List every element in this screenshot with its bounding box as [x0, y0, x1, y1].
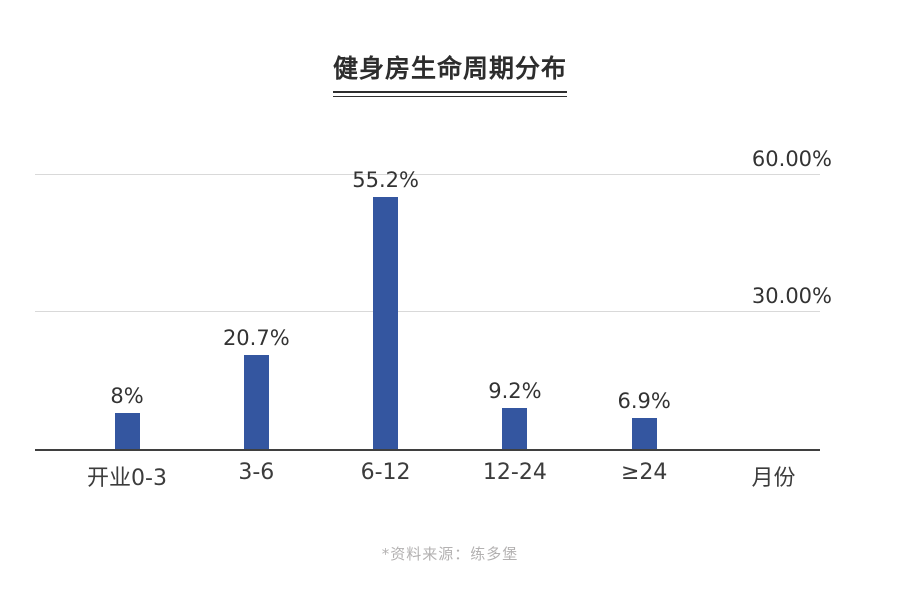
bar-1: [243, 354, 269, 450]
value-label-1: 20.7%: [222, 325, 290, 350]
category-label-0: 开业0-3: [87, 466, 167, 491]
value-label-0: 8%: [110, 384, 144, 409]
category-label-1: 3-6: [238, 460, 275, 485]
category-label-3: 12-24: [482, 460, 547, 485]
chart-title: 健身房生命周期分布: [332, 54, 567, 83]
title-inner: 健身房生命周期分布: [323, 53, 577, 97]
bar-column-1: 20.7%: [191, 326, 321, 450]
bar-3: [502, 407, 528, 450]
ytick-label-60: 60.00%: [751, 146, 832, 171]
bar-column-4: 6.9%: [579, 389, 709, 450]
title-underline-thick: [332, 90, 567, 93]
value-label-2: 55.2%: [352, 167, 419, 192]
value-label-3: 9.2%: [488, 378, 542, 403]
gridline-60: [35, 173, 820, 175]
source-note: *资料来源：练多堡: [381, 545, 519, 563]
ytick-label-30: 30.00%: [751, 284, 832, 309]
category-label-4: ≥24: [620, 460, 668, 485]
bar-column-2: 55.2%: [321, 168, 451, 450]
bar-0: [114, 413, 140, 450]
bar-column-3: 9.2%: [450, 379, 580, 450]
x-axis-unit-label: 月份: [751, 466, 796, 491]
title-underline-thin: [332, 95, 567, 97]
gridline-30: [35, 311, 820, 313]
bar-2: [373, 196, 399, 450]
value-label-4: 6.9%: [617, 389, 671, 414]
title-block: 健身房生命周期分布: [0, 53, 900, 97]
bar-4: [631, 418, 657, 450]
plot-area: 30.00% 60.00% 8% 开业0-3 20.7% 3-6 55.2% 6-12 9.2%…: [35, 147, 832, 491]
bar-column-0: 8%: [62, 384, 192, 450]
category-label-2: 6-12: [360, 460, 411, 485]
x-axis-line: [35, 449, 820, 451]
